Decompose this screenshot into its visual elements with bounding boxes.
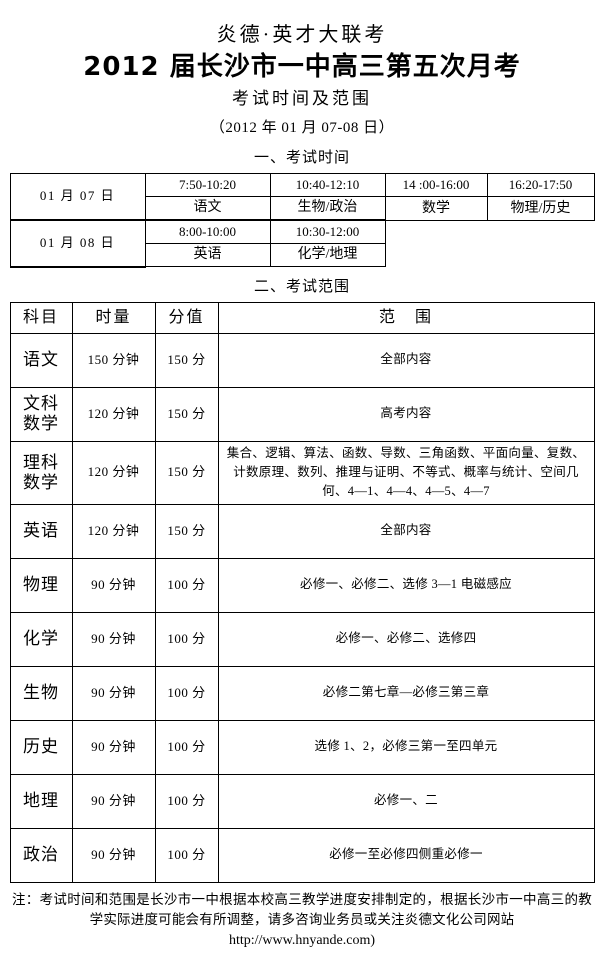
footer-note: 注：考试时间和范围是长沙市一中根据本校高三教学进度安排制定的，根据长沙市一中高三…	[0, 890, 604, 951]
scope-range-cell: 全部内容	[217, 332, 595, 388]
exam-time-cell: 8:00-10:00	[144, 219, 271, 244]
exam-time-cell: 14 :00-16:00	[384, 173, 488, 197]
scope-range-cell: 必修一至必修四侧重必修一	[217, 827, 595, 883]
table-row: 语文 150 分钟 150 分全部内容	[9, 332, 595, 388]
exam-time-cell: 10:40-12:10	[269, 173, 386, 197]
scope-duration-cell: 150 分钟	[71, 332, 156, 388]
scope-score-cell: 100 分	[154, 827, 219, 883]
column-header-score: 分值	[154, 301, 219, 334]
scope-duration-cell: 120 分钟	[71, 386, 156, 442]
scope-duration-cell: 120 分钟	[71, 503, 156, 559]
scope-score-cell: 100 分	[154, 773, 219, 829]
scope-subject-cell: 生物	[9, 665, 73, 721]
scope-subject-cell: 地理	[9, 773, 73, 829]
section-heading-exam-time: 一、考试时间	[253, 150, 350, 166]
table-row: 01 月 07 日 7:50-10:20 10:40-12:10 14 :00-16:…	[9, 173, 595, 221]
column-header-duration: 时量	[71, 301, 156, 334]
scope-subject-cell: 化学	[9, 611, 73, 667]
footer-url: http://www.hnyande.com)	[228, 932, 376, 948]
scope-score-cell: 150 分	[154, 386, 219, 442]
exam-time-table: 01 月 07 日 7:50-10:20 10:40-12:10 14 :00-16:…	[9, 173, 595, 268]
scope-range-cell: 必修一、必修二、选修 3—1 电磁感应	[217, 557, 595, 613]
column-header-range: 范 围	[217, 301, 595, 334]
scope-duration-cell: 120 分钟	[71, 440, 156, 505]
exam-date-line: （2012 年 01 月 07-08 日）	[209, 120, 395, 136]
scope-score-cell: 100 分	[154, 719, 219, 775]
exam-time-cell: 7:50-10:20	[144, 173, 271, 197]
scope-subject-cell: 政治	[9, 827, 73, 883]
scope-score-cell: 100 分	[154, 557, 219, 613]
section-heading-exam-scope: 二、考试范围	[253, 278, 350, 295]
scope-subject-cell: 理科 数学	[9, 440, 73, 505]
scope-range-cell: 高考内容	[217, 386, 595, 442]
scope-duration-cell: 90 分钟	[71, 611, 156, 667]
exam-subject-cell: 物理/历史	[486, 196, 595, 221]
exam-date-cell: 01 月 08 日	[9, 219, 146, 268]
table-row: 01 月 08 日 8:00-10:00 10:30-12:00	[9, 219, 594, 268]
exam-subject-cell: 数学	[384, 196, 488, 221]
scope-subject-cell: 物理	[9, 557, 73, 613]
scope-range-cell: 必修二第七章—必修三第三章	[217, 665, 595, 721]
exam-time-table-body: 01 月 07 日 7:50-10:20 10:40-12:10 14 :00-16:…	[9, 173, 595, 268]
exam-date-cell: 01 月 07 日	[9, 173, 146, 221]
table-row: 生物 90 分钟 100 分必修二第七章—必修三第三章	[9, 665, 595, 721]
footer-note-text: 注：考试时间和范围是长沙市一中根据本校高三教学进度安排制定的，根据长沙市一中高三…	[12, 891, 592, 928]
table-row: 英语 化学/地理	[10, 243, 594, 267]
exam-subject-cell: 英语	[144, 243, 271, 267]
scope-duration-cell: 90 分钟	[71, 827, 156, 883]
scope-range-cell: 必修一、二	[217, 773, 595, 829]
scope-score-cell: 100 分	[154, 611, 219, 667]
page-title: 2012 届长沙市一中高三第五次月考	[83, 52, 521, 82]
scope-duration-cell: 90 分钟	[71, 557, 156, 613]
scope-score-cell: 100 分	[154, 665, 219, 721]
scope-range-cell: 全部内容	[217, 503, 595, 559]
scope-subject-cell: 语文	[9, 332, 73, 388]
exam-scope-table-body: 语文 150 分钟 150 分全部内容 文科 数学 120 分钟 150 分高考内容 理科 数学…	[9, 332, 595, 883]
exam-time-cell: 16:20-17:50	[486, 173, 595, 197]
table-header-row: 科目 时量 分值 范 围	[9, 301, 595, 334]
scope-subject-cell: 英语	[9, 503, 73, 559]
exam-scope-table-head: 科目 时量 分值 范 围	[9, 301, 595, 334]
exam-subject-cell: 化学/地理	[269, 243, 386, 267]
scope-range-cell: 集合、逻辑、算法、函数、导数、三角函数、平面向量、复数、计数原理、数列、推理与证…	[217, 440, 595, 505]
scope-score-cell: 150 分	[154, 332, 219, 388]
table-row: 政治 90 分钟 100 分必修一至必修四侧重必修一	[9, 827, 595, 883]
table-row: 地理 90 分钟 100 分必修一、二	[9, 773, 595, 829]
exam-scope-table: 科目 时量 分值 范 围 语文 150 分钟 150 分全部内容 文科 数学 120 分钟…	[9, 301, 595, 883]
title-block: 炎德·英才大联考 2012 届长沙市一中高三第五次月考 考试时间及范围 （201…	[0, 0, 604, 139]
scope-duration-cell: 90 分钟	[71, 719, 156, 775]
scope-duration-cell: 90 分钟	[71, 665, 156, 721]
table-row: 物理 90 分钟 100 分必修一、必修二、选修 3—1 电磁感应	[9, 557, 595, 613]
column-header-subject: 科目	[9, 301, 73, 334]
table-row: 历史 90 分钟 100 分选修 1、2，必修三第一至四单元	[9, 719, 595, 775]
exam-subject-cell: 生物/政治	[269, 196, 386, 221]
scope-range-cell: 选修 1、2，必修三第一至四单元	[217, 719, 595, 775]
scope-range-cell: 必修一、必修二、选修四	[217, 611, 595, 667]
table-row: 英语 120 分钟 150 分全部内容	[9, 503, 595, 559]
table-row: 化学 90 分钟 100 分必修一、必修二、选修四	[9, 611, 595, 667]
table-row: 文科 数学 120 分钟 150 分高考内容	[9, 386, 595, 442]
scope-subject-cell: 文科 数学	[9, 386, 73, 442]
table-row: 语文 生物/政治 数学 物理/历史	[10, 196, 595, 221]
scope-duration-cell: 90 分钟	[71, 773, 156, 829]
empty-cell	[384, 220, 594, 267]
scope-score-cell: 150 分	[154, 503, 219, 559]
page-subtitle: 考试时间及范围	[232, 89, 372, 108]
exam-subject-cell: 语文	[144, 196, 271, 221]
scope-subject-cell: 历史	[9, 719, 73, 775]
table-row: 理科 数学 120 分钟 150 分集合、逻辑、算法、函数、导数、三角函数、平面向量、…	[9, 440, 595, 505]
organization-name: 炎德·英才大联考	[216, 24, 388, 46]
scope-score-cell: 150 分	[154, 440, 219, 505]
exam-time-cell: 10:30-12:00	[269, 219, 386, 244]
